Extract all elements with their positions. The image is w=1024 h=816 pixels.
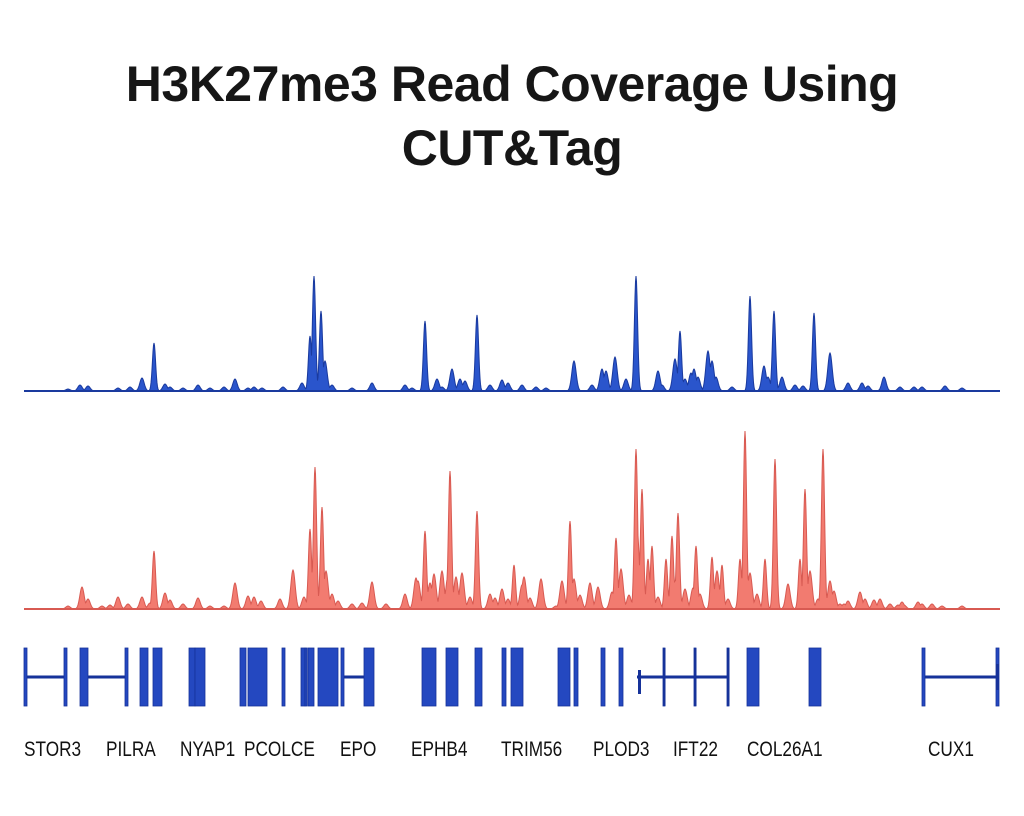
coverage-track-red	[24, 430, 1000, 610]
coverage-area	[24, 430, 1000, 610]
gene-label-col26a1: COL26A1	[747, 738, 823, 761]
exon-block	[194, 647, 206, 707]
gene-label-trim56: TRIM56	[501, 738, 563, 761]
exon-block	[340, 647, 345, 707]
gene-label-stor3: STOR3	[24, 738, 82, 761]
gene-end-tick	[638, 670, 641, 694]
exon-tick	[727, 648, 730, 706]
exon-block	[139, 647, 149, 707]
exon-block	[557, 647, 571, 707]
exon-block	[317, 647, 339, 707]
exon-block	[600, 647, 606, 707]
gene-end-tick	[996, 664, 999, 690]
exon-block	[746, 647, 760, 707]
exon-block	[304, 647, 308, 707]
chart-title-line-2: CUT&Tag	[401, 120, 623, 176]
exon-block	[188, 647, 196, 707]
coverage-area	[24, 275, 1000, 392]
exon-block	[152, 647, 163, 707]
exon-block	[300, 647, 306, 707]
exon-block	[421, 647, 437, 707]
chart-title-line-1: H3K27me3 Read Coverage Using	[125, 56, 899, 112]
exon-block	[808, 647, 822, 707]
gene-label-pcolce: PCOLCE	[244, 738, 315, 761]
exon-block	[921, 647, 926, 707]
exon-block	[239, 647, 247, 707]
exon-block	[363, 647, 375, 707]
exon-block	[573, 647, 579, 707]
gene-label-ephb4: EPHB4	[411, 738, 468, 761]
gene-label-pilra: PILRA	[106, 738, 156, 761]
exon-tick	[694, 648, 697, 706]
exon-block	[63, 647, 68, 707]
coverage-track-blue	[24, 275, 1000, 392]
gene-label-plod3: PLOD3	[593, 738, 650, 761]
exon-block	[79, 647, 89, 707]
exon-block	[281, 647, 286, 707]
exon-block	[124, 647, 129, 707]
gene-label-nyap1: NYAP1	[180, 738, 236, 761]
gene-label-ift22: IFT22	[673, 738, 718, 761]
exon-block	[501, 647, 507, 707]
exon-block	[618, 647, 624, 707]
gene-annotation-track	[23, 647, 1000, 707]
exon-tick	[663, 648, 666, 706]
exon-block	[247, 647, 268, 707]
exon-block	[445, 647, 459, 707]
exon-block	[307, 647, 315, 707]
chart-title: H3K27me3 Read Coverage Using CUT&Tag	[0, 52, 1024, 180]
exon-block	[23, 647, 28, 707]
gene-label-epo: EPO	[340, 738, 377, 761]
exon-block	[474, 647, 483, 707]
gene-label-cux1: CUX1	[928, 738, 974, 761]
exon-block	[510, 647, 524, 707]
